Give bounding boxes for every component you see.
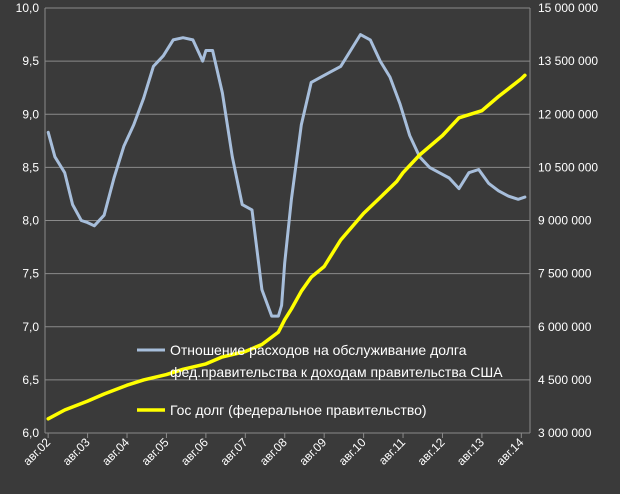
right-tick-label: 4 500 000 (538, 373, 592, 387)
right-tick-label: 7 500 000 (538, 267, 592, 281)
left-tick-label: 10,0 (16, 1, 40, 15)
x-tick-label: авг.11 (376, 435, 409, 468)
legend-label-debt-service-ratio: Отношение расходов на обслуживание долга… (170, 342, 503, 380)
right-tick-label: 9 000 000 (538, 214, 592, 228)
series-line-federal-debt (46, 73, 527, 421)
right-tick-label: 15 000 000 (538, 1, 598, 15)
x-tick-label: авг.08 (257, 435, 290, 468)
left-tick-label: 9,0 (22, 107, 39, 121)
x-tick-label: авг.13 (454, 435, 487, 468)
left-tick-label: 6,0 (22, 426, 39, 440)
x-tick-label: авг.04 (99, 435, 132, 468)
left-tick-label: 8,0 (22, 214, 39, 228)
right-tick-label: 6 000 000 (538, 320, 592, 334)
right-tick-label: 13 500 000 (538, 54, 598, 68)
x-tick-label: авг.05 (139, 435, 172, 468)
x-tick-label: авг.03 (60, 435, 93, 468)
x-tick-label: авг.07 (217, 435, 250, 468)
x-tick-label: авг.10 (336, 435, 369, 468)
right-tick-label: 10 500 000 (538, 160, 598, 174)
x-tick-label: авг.09 (296, 435, 329, 468)
x-tick-label: авг.14 (493, 435, 526, 468)
left-tick-label: 8,5 (22, 160, 39, 174)
x-tick-label: авг.06 (178, 435, 211, 468)
series-line-debt-service-ratio (46, 33, 527, 318)
legend-label-federal-debt: Гос долг (федеральное правительство) (170, 402, 427, 418)
right-tick-label: 3 000 000 (538, 426, 592, 440)
left-tick-label: 6,5 (22, 373, 39, 387)
left-tick-label: 9,5 (22, 54, 39, 68)
left-tick-label: 7,5 (22, 267, 39, 281)
left-tick-label: 7,0 (22, 320, 39, 334)
x-tick-label: авг.12 (415, 435, 448, 468)
right-tick-label: 12 000 000 (538, 107, 598, 121)
